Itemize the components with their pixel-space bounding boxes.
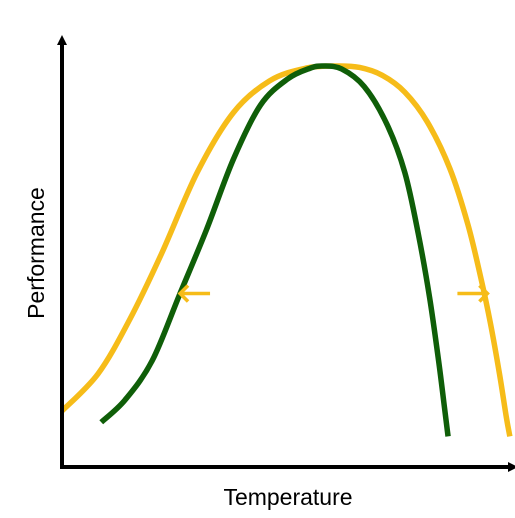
series-line-2	[99, 63, 451, 437]
series-line-1	[60, 63, 513, 437]
arrow-annotation-left	[177, 284, 211, 303]
annotation-layer	[177, 284, 490, 303]
series-layer	[60, 63, 513, 437]
x-axis-label: Temperature	[223, 484, 352, 510]
y-axis-label: Performance	[23, 187, 49, 319]
arrow-head	[177, 284, 190, 303]
arrow-head	[478, 284, 490, 303]
arrow-annotation-right	[457, 284, 490, 303]
